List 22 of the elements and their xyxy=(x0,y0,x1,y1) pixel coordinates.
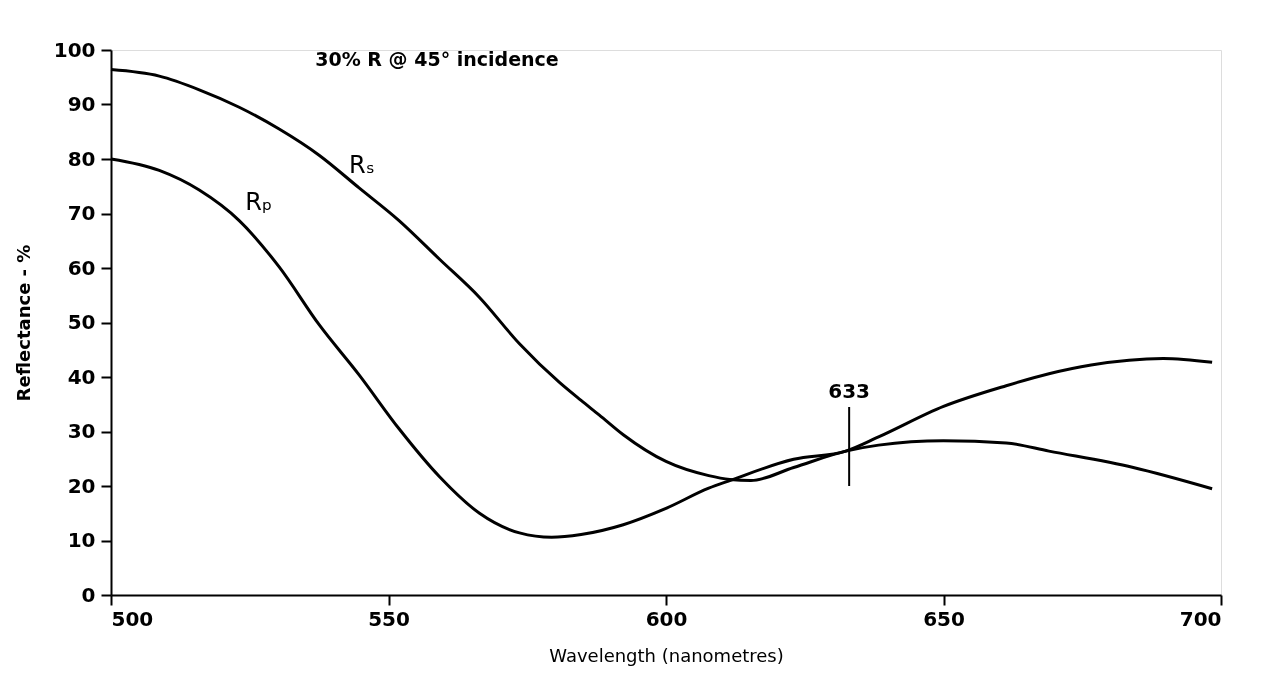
y-tick-label: 10 xyxy=(67,528,96,552)
x-tick-label: 600 xyxy=(645,606,688,631)
y-tick-label: 60 xyxy=(67,255,96,280)
series-label: Rₚ xyxy=(245,187,273,216)
x-axis-title: Wavelength (nanometres) xyxy=(549,644,784,666)
y-tick-label: 30 xyxy=(67,419,96,443)
y-tick-label: 80 xyxy=(67,146,96,171)
y-axis-title: Reflectance - % xyxy=(12,244,34,402)
ref-line-label: 633 xyxy=(828,378,871,403)
y-tick-label: 0 xyxy=(81,582,96,607)
y-tick-label: 70 xyxy=(67,201,96,225)
x-tick-label: 650 xyxy=(923,606,965,631)
x-tick-label: 700 xyxy=(1179,606,1222,631)
y-tick-label: 20 xyxy=(67,473,96,498)
x-tick-label: 500 xyxy=(111,606,154,631)
y-tick-label: 50 xyxy=(67,310,96,334)
x-tick-label: 550 xyxy=(368,606,410,631)
series-label: Rₛ xyxy=(349,150,375,179)
y-tick-label: 90 xyxy=(67,92,96,116)
chart-title: 30% R @ 45° incidence xyxy=(315,48,559,70)
y-tick-label: 100 xyxy=(53,37,96,62)
y-tick-label: 40 xyxy=(67,364,96,389)
